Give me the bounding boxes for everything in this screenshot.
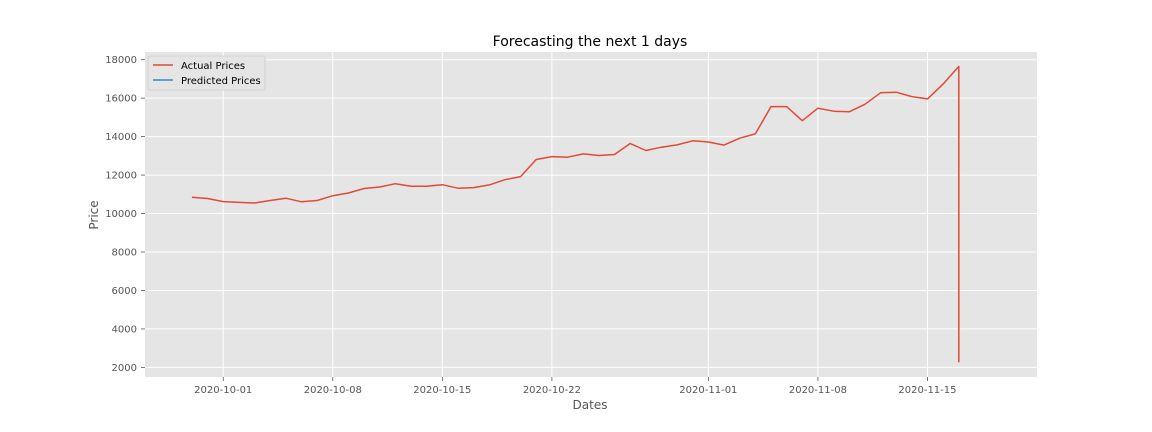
y-tick-label: 16000 [105,94,137,105]
y-tick-label: 18000 [105,55,137,66]
y-tick-label: 12000 [105,171,137,182]
x-tick-label: 2020-10-08 [304,385,362,396]
x-tick-label: 2020-11-01 [679,385,737,396]
grid-lines [145,52,1037,377]
x-tick-label: 2020-11-08 [789,385,847,396]
y-tick-label: 6000 [112,286,137,297]
axis-ticks: 2020-10-01 2020-10-08 2020-10-15 2020-10-22… [105,55,956,396]
x-axis-label: Dates [573,398,608,412]
y-tick-label: 10000 [105,209,137,220]
x-tick-label: 2020-10-01 [194,385,252,396]
y-tick-label: 14000 [105,132,137,143]
x-tick-label: 2020-10-22 [523,385,581,396]
y-axis-label: Price [87,200,101,229]
x-tick-label: 2020-11-15 [898,385,956,396]
y-tick-label: 8000 [112,248,137,259]
series-lines [191,65,960,363]
chart-title: Forecasting the next 1 days [493,34,688,50]
y-tick-label: 2000 [112,363,137,374]
plot-background [145,52,1037,377]
legend-label-predicted-prices: Predicted Prices [181,76,261,87]
legend-box [147,55,266,91]
legend-label-actual-prices: Actual Prices [181,61,245,72]
y-tick-label: 4000 [112,324,137,335]
legend: Actual Prices Predicted Prices [147,55,266,91]
x-tick-label: 2020-10-15 [413,385,471,396]
series-line-actual-prices [191,65,960,363]
